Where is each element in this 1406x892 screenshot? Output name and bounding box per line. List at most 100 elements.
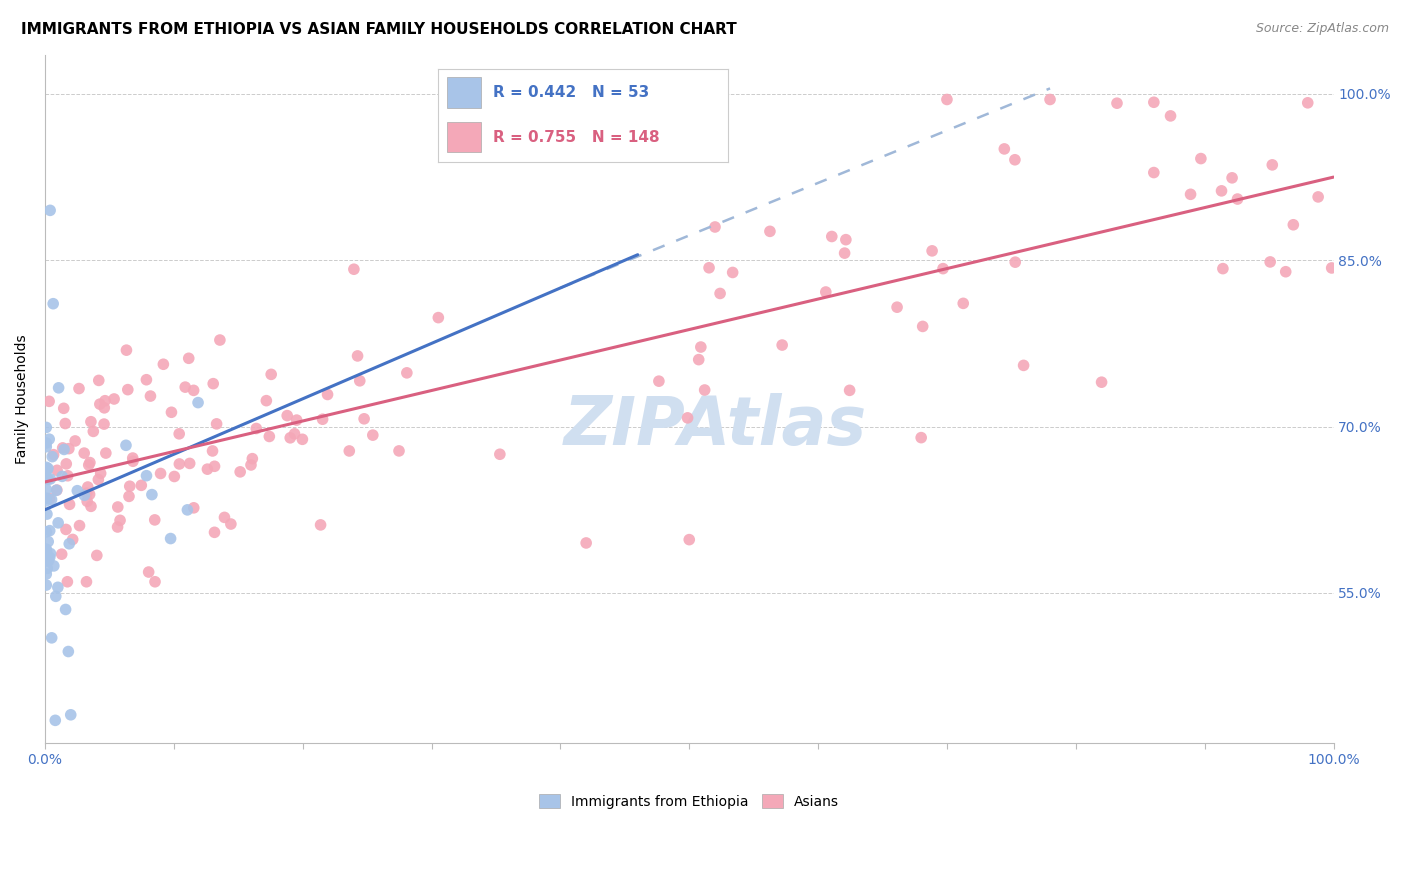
Point bbox=[35, 440, 58, 454]
Point bbox=[1189, 152, 1212, 166]
Point bbox=[52, 441, 75, 455]
Point bbox=[79, 456, 101, 470]
Point bbox=[676, 410, 699, 425]
Point bbox=[38, 550, 60, 565]
Point bbox=[160, 405, 183, 419]
Point bbox=[704, 219, 727, 234]
Point bbox=[770, 338, 793, 352]
Point bbox=[427, 310, 450, 325]
Point bbox=[1143, 95, 1166, 110]
Point bbox=[1274, 265, 1296, 279]
Point bbox=[285, 413, 308, 427]
Point bbox=[187, 395, 209, 409]
Point bbox=[87, 373, 110, 387]
Point bbox=[1320, 260, 1343, 275]
Point bbox=[316, 387, 339, 401]
Point bbox=[46, 463, 69, 477]
Point bbox=[94, 446, 117, 460]
Point bbox=[107, 520, 129, 534]
Point bbox=[229, 465, 252, 479]
Point bbox=[1004, 153, 1026, 167]
Point bbox=[58, 442, 80, 456]
Point bbox=[38, 394, 60, 409]
Point bbox=[93, 417, 115, 431]
Point bbox=[35, 436, 58, 450]
Point bbox=[62, 533, 84, 547]
Point bbox=[56, 574, 79, 589]
Point bbox=[37, 549, 59, 564]
Point bbox=[1160, 109, 1182, 123]
Point bbox=[42, 448, 65, 462]
Point bbox=[1282, 218, 1305, 232]
Point bbox=[219, 516, 242, 531]
Point bbox=[1211, 184, 1233, 198]
Point bbox=[138, 565, 160, 579]
Point bbox=[176, 503, 198, 517]
Point bbox=[254, 393, 277, 408]
Point bbox=[309, 517, 332, 532]
Point bbox=[115, 343, 138, 358]
Point bbox=[35, 544, 58, 558]
Point bbox=[821, 229, 844, 244]
Text: ZIPAtlas: ZIPAtlas bbox=[564, 393, 866, 459]
Point bbox=[117, 383, 139, 397]
Point bbox=[45, 483, 67, 497]
Point bbox=[993, 142, 1015, 156]
Point bbox=[1296, 95, 1319, 110]
Point bbox=[39, 547, 62, 561]
Point bbox=[197, 462, 219, 476]
Point bbox=[108, 513, 131, 527]
Point bbox=[35, 507, 58, 521]
Point bbox=[174, 380, 197, 394]
Point bbox=[39, 203, 62, 218]
Point bbox=[41, 492, 63, 507]
Point bbox=[1012, 359, 1035, 373]
Point bbox=[152, 357, 174, 371]
Point bbox=[260, 368, 283, 382]
Point bbox=[87, 473, 110, 487]
Point bbox=[388, 443, 411, 458]
Point bbox=[118, 489, 141, 503]
Point bbox=[135, 373, 157, 387]
Point bbox=[41, 631, 63, 645]
Point bbox=[169, 457, 191, 471]
Point bbox=[291, 432, 314, 446]
Point bbox=[35, 567, 58, 582]
Point bbox=[648, 374, 671, 388]
Point bbox=[67, 382, 90, 396]
Point bbox=[79, 487, 101, 501]
Point bbox=[575, 536, 598, 550]
Point bbox=[55, 602, 77, 616]
Point bbox=[697, 260, 720, 275]
Point bbox=[37, 534, 59, 549]
Point bbox=[143, 574, 166, 589]
Point bbox=[37, 554, 59, 568]
Y-axis label: Family Households: Family Households bbox=[15, 334, 30, 464]
Point bbox=[1220, 170, 1243, 185]
Point bbox=[183, 500, 205, 515]
Point bbox=[37, 552, 59, 566]
Point bbox=[678, 533, 700, 547]
Text: Source: ZipAtlas.com: Source: ZipAtlas.com bbox=[1256, 22, 1389, 36]
Point bbox=[1226, 192, 1249, 206]
Point bbox=[63, 434, 86, 448]
Point bbox=[141, 488, 163, 502]
Point bbox=[183, 384, 205, 398]
Point bbox=[1261, 158, 1284, 172]
Point bbox=[1090, 375, 1112, 389]
Point bbox=[163, 469, 186, 483]
Point bbox=[76, 494, 98, 508]
Point bbox=[276, 409, 298, 423]
Point bbox=[240, 458, 263, 472]
Point bbox=[115, 438, 138, 452]
Point bbox=[932, 261, 955, 276]
Point bbox=[66, 483, 89, 498]
Point bbox=[214, 510, 236, 524]
Point bbox=[53, 417, 76, 431]
Point bbox=[129, 478, 152, 492]
Legend: Immigrants from Ethiopia, Asians: Immigrants from Ethiopia, Asians bbox=[533, 789, 845, 814]
Point bbox=[35, 460, 58, 475]
Point bbox=[39, 472, 62, 486]
Point bbox=[41, 450, 63, 464]
Point bbox=[38, 432, 60, 446]
